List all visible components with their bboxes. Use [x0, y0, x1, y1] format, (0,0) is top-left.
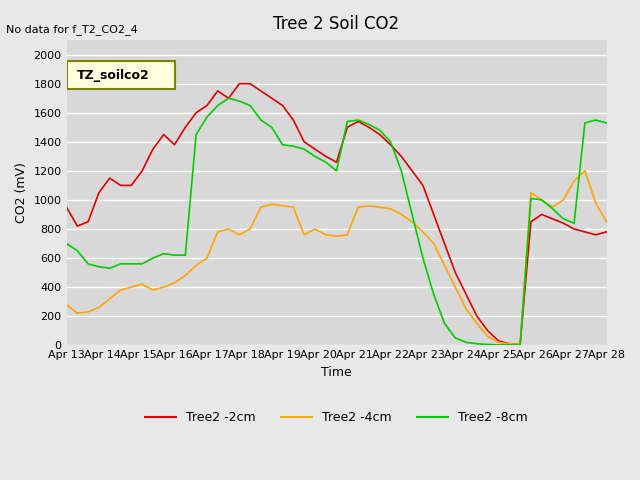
Text: TZ_soilco2: TZ_soilco2 — [77, 69, 150, 82]
Tree2 -4cm — [592, 200, 600, 206]
Tree2 -8cm — [63, 240, 70, 246]
Tree2 -4cm — [236, 232, 243, 238]
Line: Tree2 -2cm: Tree2 -2cm — [67, 84, 607, 345]
Tree2 -2cm — [516, 342, 524, 348]
Tree2 -8cm — [236, 98, 243, 104]
Tree2 -2cm — [462, 291, 470, 297]
Tree2 -2cm — [430, 212, 438, 217]
Legend: Tree2 -2cm, Tree2 -4cm, Tree2 -8cm: Tree2 -2cm, Tree2 -4cm, Tree2 -8cm — [140, 407, 533, 430]
Title: Tree 2 Soil CO2: Tree 2 Soil CO2 — [273, 15, 399, 33]
Tree2 -2cm — [246, 81, 254, 86]
Tree2 -2cm — [182, 124, 189, 130]
Tree2 -8cm — [603, 120, 611, 126]
Tree2 -4cm — [419, 229, 427, 235]
FancyBboxPatch shape — [67, 61, 175, 89]
Tree2 -8cm — [516, 342, 524, 348]
Tree2 -8cm — [225, 96, 232, 101]
Tree2 -4cm — [451, 284, 459, 290]
Tree2 -2cm — [236, 81, 243, 86]
Tree2 -8cm — [592, 117, 600, 123]
Tree2 -4cm — [225, 226, 232, 232]
Tree2 -2cm — [63, 204, 70, 210]
Tree2 -4cm — [63, 301, 70, 307]
Tree2 -4cm — [182, 273, 189, 278]
Line: Tree2 -4cm: Tree2 -4cm — [67, 171, 607, 345]
Tree2 -8cm — [182, 252, 189, 258]
Text: No data for f_T2_CO2_4: No data for f_T2_CO2_4 — [6, 24, 138, 35]
X-axis label: Time: Time — [321, 366, 352, 379]
Tree2 -2cm — [225, 96, 232, 101]
Tree2 -2cm — [592, 232, 600, 238]
Line: Tree2 -8cm: Tree2 -8cm — [67, 98, 607, 345]
Tree2 -8cm — [462, 339, 470, 345]
Y-axis label: CO2 (mV): CO2 (mV) — [15, 162, 28, 223]
Tree2 -8cm — [246, 103, 254, 108]
Tree2 -8cm — [430, 291, 438, 297]
Tree2 -4cm — [581, 168, 589, 174]
Tree2 -4cm — [516, 342, 524, 348]
Tree2 -4cm — [603, 219, 611, 225]
Tree2 -2cm — [603, 229, 611, 235]
